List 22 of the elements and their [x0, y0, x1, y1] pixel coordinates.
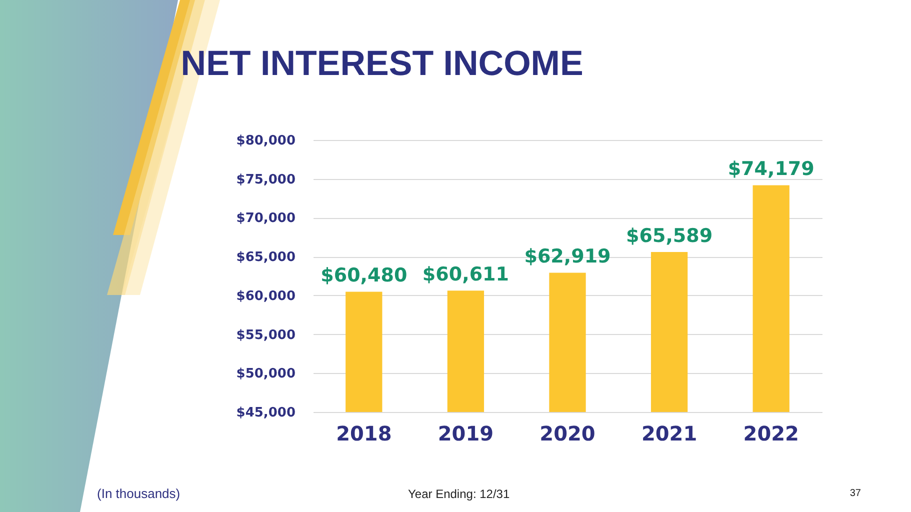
data-label: $60,611	[422, 264, 509, 286]
y-tick-label: $60,000	[236, 288, 296, 304]
text: Year Ending: 12/31	[408, 487, 510, 501]
y-tick-label: $45,000	[236, 406, 296, 420]
data-label: $62,919	[524, 246, 611, 268]
x-tick-label: 2020	[540, 422, 596, 446]
y-tick-label: $50,000	[236, 366, 296, 382]
x-tick-label: 2022	[743, 422, 799, 446]
text: (In thousands)	[97, 486, 180, 501]
y-tick-label: $65,000	[236, 250, 296, 266]
data-label: $74,179	[728, 158, 814, 180]
y-tick-label: $75,000	[236, 172, 296, 188]
x-tick-label: 2019	[438, 422, 494, 446]
x-tick-label: 2018	[336, 422, 392, 446]
data-label: $65,589	[626, 224, 713, 247]
y-tick-label: $80,000	[236, 134, 296, 148]
chart-title: NET INTEREST INCOME	[180, 44, 584, 83]
x-tick-label: 2021	[641, 422, 698, 446]
data-label: $60,480	[320, 264, 408, 287]
y-tick-label: $55,000	[236, 328, 296, 343]
y-tick-label: $70,000	[236, 211, 296, 226]
text: 37	[850, 488, 861, 499]
